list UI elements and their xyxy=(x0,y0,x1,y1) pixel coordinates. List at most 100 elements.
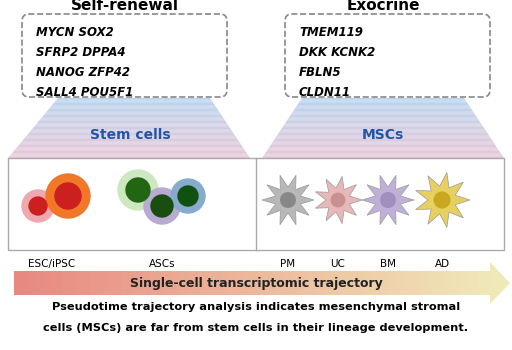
Polygon shape xyxy=(11,153,248,154)
Polygon shape xyxy=(290,115,476,116)
Polygon shape xyxy=(279,132,487,133)
Polygon shape xyxy=(86,271,91,295)
Polygon shape xyxy=(359,271,365,295)
Circle shape xyxy=(22,190,54,222)
Polygon shape xyxy=(264,154,502,156)
Text: Self-renewal: Self-renewal xyxy=(71,0,179,13)
Polygon shape xyxy=(472,271,478,295)
Polygon shape xyxy=(264,271,270,295)
Polygon shape xyxy=(264,153,502,154)
Polygon shape xyxy=(15,148,244,149)
Polygon shape xyxy=(115,271,121,295)
Polygon shape xyxy=(28,133,234,134)
Polygon shape xyxy=(291,114,475,115)
Polygon shape xyxy=(20,142,241,144)
Circle shape xyxy=(178,186,198,206)
Polygon shape xyxy=(21,141,240,142)
Text: MSCs: MSCs xyxy=(362,128,404,142)
Polygon shape xyxy=(265,152,501,153)
Circle shape xyxy=(434,192,450,208)
Polygon shape xyxy=(424,271,431,295)
Polygon shape xyxy=(51,105,216,106)
Polygon shape xyxy=(199,271,204,295)
Text: cells (MSCs) are far from stem cells in their lineage development.: cells (MSCs) are far from stem cells in … xyxy=(44,323,468,333)
Circle shape xyxy=(126,178,150,202)
Circle shape xyxy=(171,179,205,213)
Polygon shape xyxy=(68,271,74,295)
Polygon shape xyxy=(277,134,489,135)
Polygon shape xyxy=(287,120,479,121)
Polygon shape xyxy=(273,140,493,141)
Polygon shape xyxy=(442,271,449,295)
Polygon shape xyxy=(24,138,237,139)
Circle shape xyxy=(55,183,81,209)
Polygon shape xyxy=(246,271,252,295)
Polygon shape xyxy=(47,110,219,111)
Polygon shape xyxy=(50,106,217,107)
Polygon shape xyxy=(283,126,483,127)
Polygon shape xyxy=(407,271,413,295)
Polygon shape xyxy=(52,104,215,105)
Polygon shape xyxy=(317,271,324,295)
Polygon shape xyxy=(294,271,300,295)
Polygon shape xyxy=(157,271,163,295)
Polygon shape xyxy=(389,271,395,295)
Polygon shape xyxy=(42,116,223,117)
Polygon shape xyxy=(193,271,199,295)
Polygon shape xyxy=(282,271,288,295)
Polygon shape xyxy=(280,131,486,132)
Polygon shape xyxy=(14,271,20,295)
Bar xyxy=(8,158,504,250)
Polygon shape xyxy=(431,271,436,295)
Polygon shape xyxy=(262,175,314,225)
Polygon shape xyxy=(50,271,56,295)
Polygon shape xyxy=(175,271,181,295)
Text: Single-cell transcriptomic trajectory: Single-cell transcriptomic trajectory xyxy=(130,276,382,289)
Polygon shape xyxy=(301,99,465,100)
Polygon shape xyxy=(48,109,218,110)
Text: SALL4 POU5F1: SALL4 POU5F1 xyxy=(36,85,133,98)
Polygon shape xyxy=(324,271,329,295)
Polygon shape xyxy=(300,100,466,101)
Polygon shape xyxy=(20,271,26,295)
Polygon shape xyxy=(44,114,221,115)
Polygon shape xyxy=(151,271,157,295)
Polygon shape xyxy=(252,271,258,295)
Polygon shape xyxy=(292,111,474,112)
Text: Pseudotime trajectory analysis indicates mesenchymal stromal: Pseudotime trajectory analysis indicates… xyxy=(52,302,460,312)
Polygon shape xyxy=(45,112,220,114)
Polygon shape xyxy=(44,271,50,295)
Polygon shape xyxy=(10,154,248,156)
Polygon shape xyxy=(14,149,245,151)
Polygon shape xyxy=(454,271,460,295)
Polygon shape xyxy=(91,271,97,295)
Polygon shape xyxy=(449,271,454,295)
Polygon shape xyxy=(145,271,151,295)
Polygon shape xyxy=(271,142,495,144)
Polygon shape xyxy=(37,122,227,123)
Polygon shape xyxy=(478,271,484,295)
Text: ESC/iPSC: ESC/iPSC xyxy=(28,259,76,269)
FancyBboxPatch shape xyxy=(22,14,227,97)
Polygon shape xyxy=(210,271,216,295)
Polygon shape xyxy=(342,271,347,295)
Polygon shape xyxy=(383,271,389,295)
Polygon shape xyxy=(289,116,477,117)
Polygon shape xyxy=(97,271,103,295)
Polygon shape xyxy=(17,146,243,147)
Polygon shape xyxy=(353,271,359,295)
Polygon shape xyxy=(216,271,222,295)
Polygon shape xyxy=(32,128,231,129)
Circle shape xyxy=(281,193,295,207)
Polygon shape xyxy=(286,121,480,122)
Polygon shape xyxy=(23,139,238,140)
Polygon shape xyxy=(25,136,237,138)
Text: NANOG ZFP42: NANOG ZFP42 xyxy=(36,65,130,78)
Polygon shape xyxy=(30,131,232,132)
Text: MYCN SOX2: MYCN SOX2 xyxy=(36,26,114,38)
Polygon shape xyxy=(299,102,467,103)
Polygon shape xyxy=(263,156,503,157)
Polygon shape xyxy=(139,271,145,295)
Polygon shape xyxy=(401,271,407,295)
Polygon shape xyxy=(300,271,306,295)
